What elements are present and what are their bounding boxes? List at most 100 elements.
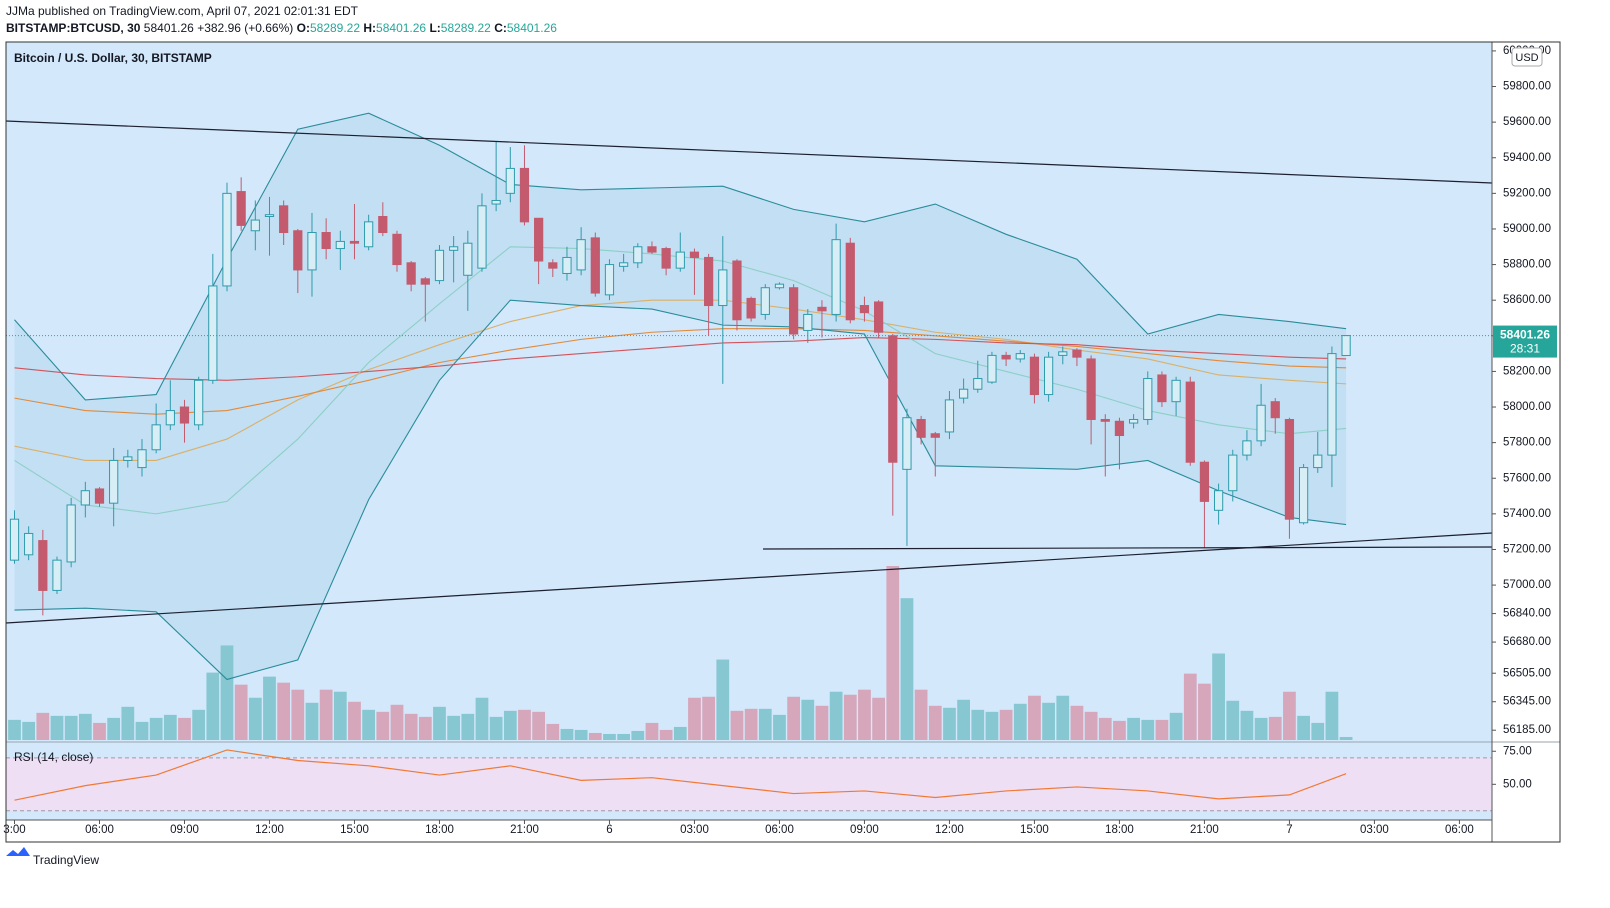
candle-body xyxy=(675,251,685,269)
volume-bar xyxy=(305,702,319,740)
volume-bar xyxy=(333,691,347,740)
volume-bar xyxy=(829,691,843,740)
band-fill xyxy=(14,113,1347,680)
volume-bar xyxy=(362,709,376,740)
candle-body xyxy=(619,262,629,267)
candle-body xyxy=(1185,381,1195,463)
volume-bar xyxy=(1070,705,1084,740)
volume-bar xyxy=(574,729,588,740)
x-tick-label: 09:00 xyxy=(170,824,199,836)
candle-body xyxy=(1199,461,1210,502)
published: JJMa published on TradingView.com, April… xyxy=(6,4,359,18)
candle-body xyxy=(1157,374,1167,403)
candle-body xyxy=(760,287,770,315)
volume-bar xyxy=(319,689,333,740)
c-value: 58401.26 xyxy=(507,21,557,35)
volume-bar xyxy=(900,598,914,740)
volume-bar xyxy=(1141,719,1155,740)
candle-body xyxy=(1058,351,1068,356)
y-tick-label: 56505.00 xyxy=(1503,667,1551,679)
price-axis xyxy=(1492,42,1560,842)
y-tick-label: 58000.00 xyxy=(1503,401,1551,413)
candle-body xyxy=(477,205,487,269)
x-tick-label: 03:00 xyxy=(1360,824,1389,836)
candle-body xyxy=(250,219,260,232)
x-tick-label: 7 xyxy=(1286,824,1292,836)
volume-bar xyxy=(843,694,857,740)
candle-body xyxy=(817,306,827,312)
y-tick-label: 59200.00 xyxy=(1503,187,1551,199)
volume-bar xyxy=(971,709,985,740)
candle-body xyxy=(548,262,558,269)
candle-body xyxy=(194,379,204,426)
candle-body xyxy=(434,249,445,282)
c-label: C: xyxy=(494,21,507,35)
candle-body xyxy=(1298,467,1309,524)
candle-body xyxy=(789,287,799,335)
y-tick-label: 57000.00 xyxy=(1503,579,1551,591)
candle-body xyxy=(732,260,742,321)
x-tick-label: 06:00 xyxy=(85,824,114,836)
volume-bar xyxy=(1169,712,1183,740)
candle-body xyxy=(1001,354,1011,360)
brand: TradingView xyxy=(33,853,99,867)
volume-bar xyxy=(1155,719,1169,740)
candle-body xyxy=(1029,356,1040,396)
volume-bar xyxy=(518,709,531,740)
volume-bar xyxy=(872,697,885,740)
candle-body xyxy=(463,242,473,276)
quote-line: BITSTAMP:BTCUSD, 30 58401.26 +382.96 (+0… xyxy=(6,21,557,35)
indicator-line xyxy=(14,112,1347,401)
candle-body xyxy=(38,540,48,591)
candle-body xyxy=(208,285,218,381)
volume-bar xyxy=(1254,717,1268,740)
volume-bar xyxy=(461,713,475,740)
currency: USD xyxy=(1515,52,1538,64)
countdown: 28:31 xyxy=(1510,342,1540,356)
candle-body xyxy=(151,424,161,451)
x-tick-label: 21:00 xyxy=(1190,824,1219,836)
volume-bar xyxy=(1297,715,1310,740)
volume-bar xyxy=(291,689,305,740)
volume-bar xyxy=(1013,703,1027,740)
candle-body xyxy=(1171,379,1181,403)
y-tick-label: 59000.00 xyxy=(1503,223,1551,235)
volume-bar xyxy=(1113,720,1126,740)
candle-body xyxy=(307,232,317,271)
volume-bar xyxy=(631,730,645,740)
candle-body xyxy=(973,378,983,390)
candle-body xyxy=(137,449,147,469)
candle-body xyxy=(916,418,926,438)
y-tick-label: 56680.00 xyxy=(1503,636,1551,648)
indicator-line xyxy=(14,299,1347,461)
candle-body xyxy=(604,264,615,296)
x-tick-label: 09:00 xyxy=(850,824,879,836)
x-tick-label: 12:00 xyxy=(255,824,284,836)
candle-body xyxy=(335,240,345,250)
volume-bar xyxy=(1198,683,1211,740)
rsi-title: RSI (14, close) xyxy=(14,750,93,764)
volume-bar xyxy=(1042,702,1055,740)
rsi-tick-label: 50.00 xyxy=(1503,778,1532,790)
volume-bar xyxy=(588,732,602,740)
axes: 60000.0059800.0059600.0059400.0059200.00… xyxy=(3,45,1557,836)
rsi-band xyxy=(6,757,1492,811)
volume-bar xyxy=(1311,722,1325,740)
y-tick-label: 59600.00 xyxy=(1503,116,1551,128)
candle-body xyxy=(123,456,133,461)
candle-body xyxy=(1213,490,1224,511)
volume-bar xyxy=(135,721,149,740)
volume-bar xyxy=(1226,700,1240,740)
candle-body xyxy=(1086,358,1096,420)
l-value: 58289.22 xyxy=(441,21,491,35)
volume-bar xyxy=(220,645,234,740)
indicator-line xyxy=(14,337,1347,381)
candle-body xyxy=(1228,454,1238,492)
volume-bar xyxy=(617,733,631,740)
volume-bar xyxy=(121,706,135,740)
x-tick-label: 03:00 xyxy=(680,824,709,836)
y-tick-label: 59800.00 xyxy=(1503,81,1551,93)
volume-bar xyxy=(943,707,956,740)
y-tick-label: 57600.00 xyxy=(1503,472,1551,484)
x-tick-label: 18:00 xyxy=(1105,824,1134,836)
